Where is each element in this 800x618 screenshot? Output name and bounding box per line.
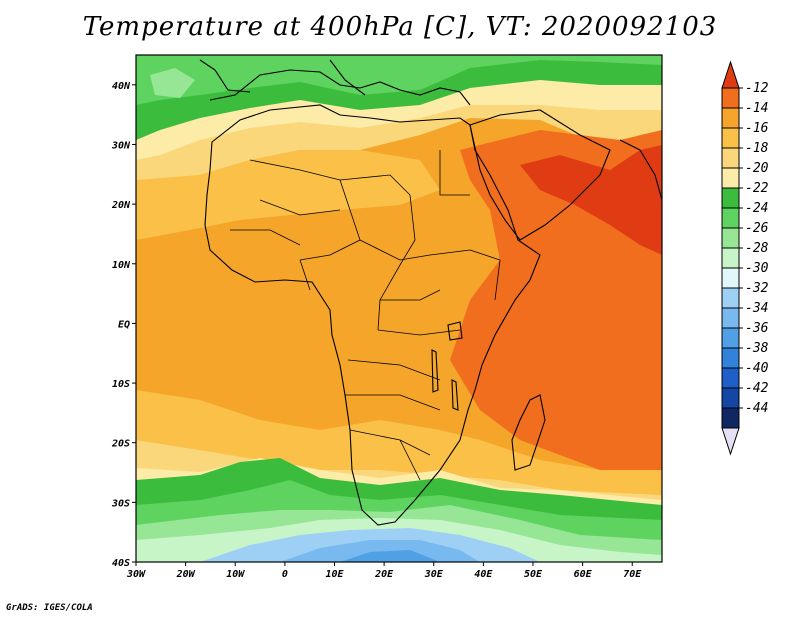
x-tick-label: 20W (176, 569, 196, 580)
lake-tanganyika (431, 349, 439, 393)
colorbar-label: -12 (745, 81, 769, 96)
x-tick-label: 70E (623, 569, 642, 580)
colorbar-label: -44 (745, 401, 768, 416)
field-band-minus-30-sw (136, 545, 170, 562)
field-band-minus-18-west (136, 150, 440, 240)
colorbar-label: -16 (745, 121, 769, 136)
x-tick-label: 30E (424, 569, 444, 580)
y-tick-label: EQ (118, 319, 130, 330)
colorbar-label: -32 (745, 281, 769, 296)
colorbar-label: -18 (745, 141, 769, 156)
colorbar-box (721, 307, 740, 329)
colorbar: -12 -14 -16 -18 -20 -22 -24 -26 -28 -30 -32 -34 -36 -… (721, 60, 769, 456)
credit-label: GrADS: IGES/COLA (6, 603, 93, 613)
field-band-minus-18-south (136, 390, 662, 495)
field-band-minus-26-north (136, 55, 662, 105)
x-tick-label: 0 (282, 569, 288, 580)
colorbar-label: -42 (745, 381, 769, 396)
colorbar-box (721, 387, 740, 409)
axis-ticks: 30W 20W 10W 0 10E 20E 30E 40E 50E 60E 70E 40N 30N 20N… (111, 81, 642, 580)
y-tick-label: 30S (111, 498, 130, 509)
colorbar-label: -28 (745, 241, 769, 256)
colorbar-box (721, 247, 740, 269)
arabia-coastline (469, 109, 611, 241)
lake-victoria (447, 321, 463, 341)
colorbar-box (721, 227, 740, 249)
y-tick-label: 20N (111, 200, 131, 211)
colorbar-box (721, 347, 740, 369)
colorbar-label: -26 (745, 221, 769, 236)
colorbar-box (721, 267, 740, 289)
colorbar-label: -38 (745, 341, 769, 356)
y-tick-label: 30N (111, 140, 131, 151)
colorbar-box (721, 407, 740, 429)
y-tick-label: 40S (112, 558, 130, 569)
colorbar-arrow-top (721, 60, 740, 89)
field-band-minus-28-north (150, 68, 195, 98)
y-tick-label: 20S (111, 439, 130, 450)
lake-malawi (451, 379, 459, 411)
colorbar-box (721, 147, 740, 169)
colorbar-box (721, 327, 740, 349)
italy-coastline (329, 59, 366, 96)
colorbar-label: -22 (745, 181, 769, 196)
colorbar-arrow-bottom (721, 427, 740, 456)
colorbar-box (721, 287, 740, 309)
colorbar-label: -36 (745, 321, 769, 336)
y-tick-label: 40N (112, 81, 131, 92)
iberia-coastline (199, 59, 251, 93)
field-band-minus-12-arabia (520, 145, 662, 255)
europe-coastline (209, 69, 471, 106)
y-tick-label: 10S (112, 379, 130, 390)
madagascar-coastline (511, 394, 546, 471)
field-band-minus-36-south (340, 550, 440, 562)
colorbar-label: -24 (745, 201, 768, 216)
colorbar-label: -30 (745, 261, 769, 276)
plot-frame (135, 54, 663, 563)
chart-title: Temperature at 400hPa [C], VT: 202009210… (82, 12, 718, 42)
coastlines (199, 59, 662, 526)
x-tick-label: 40E (474, 569, 493, 580)
x-tick-label: 50E (524, 569, 543, 580)
colorbar-box (721, 367, 740, 389)
x-tick-label: 20E (374, 569, 394, 580)
colorbar-label: -20 (745, 161, 769, 176)
colorbar-box (721, 207, 740, 229)
colorbar-label: -40 (745, 361, 769, 376)
colorbar-box (721, 187, 740, 209)
x-tick-label: 10W (226, 569, 245, 580)
colorbar-label: -14 (745, 101, 768, 116)
africa-coastline (204, 104, 541, 526)
colorbar-box (721, 87, 740, 109)
colorbar-box (721, 127, 740, 149)
india-coastline (619, 139, 662, 240)
x-tick-label: 30W (126, 569, 146, 580)
colorbar-box (721, 167, 740, 189)
colorbar-label: -34 (745, 301, 768, 316)
x-tick-label: 60E (574, 569, 593, 580)
x-tick-label: 10E (325, 569, 344, 580)
country-borders (230, 150, 501, 481)
temperature-field (136, 55, 662, 562)
field-band-minus-34-south (280, 540, 480, 562)
colorbar-box (721, 107, 740, 129)
y-tick-label: 10N (112, 260, 131, 271)
